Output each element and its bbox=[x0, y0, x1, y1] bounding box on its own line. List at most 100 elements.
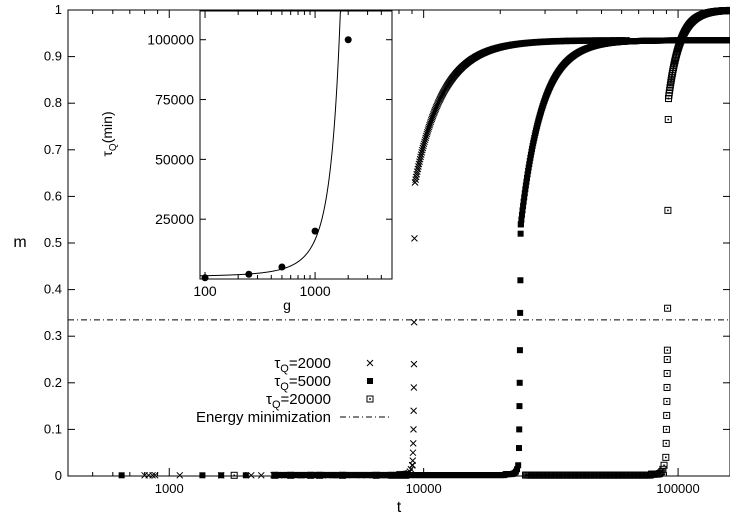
data-point bbox=[247, 471, 255, 479]
data-point bbox=[402, 471, 410, 479]
data-point-dot bbox=[666, 400, 668, 403]
y-axis-label: m bbox=[13, 234, 26, 251]
data-point bbox=[657, 469, 665, 477]
data-point bbox=[407, 465, 415, 473]
data-point bbox=[422, 134, 430, 142]
data-point bbox=[367, 378, 373, 384]
data-point-dot bbox=[666, 358, 669, 361]
data-point-dot bbox=[665, 442, 667, 445]
data-point bbox=[287, 471, 295, 479]
data-point-dot bbox=[671, 72, 674, 75]
inset-points-group bbox=[201, 36, 352, 282]
inset-y-tick-label: 50000 bbox=[155, 151, 194, 167]
y-tick-label: 0.5 bbox=[44, 235, 62, 250]
inset-point bbox=[311, 227, 319, 235]
series-3 bbox=[230, 6, 730, 479]
legend-label: τQ=2000 bbox=[274, 355, 331, 375]
data-point bbox=[663, 383, 671, 391]
inset-y-axis-label: τQ(min) bbox=[99, 111, 119, 156]
inset-point bbox=[278, 263, 286, 271]
data-point bbox=[524, 174, 531, 181]
data-point bbox=[517, 221, 524, 228]
inset-axis-ticks: 25000 50000 75000 100000 100 1000 bbox=[147, 11, 393, 299]
main-plot: 0 0.1 0.2 0.3 0.4 0.5 0.6 0.7 0.8 0.9 1 1000 10000 10… bbox=[13, 2, 730, 516]
inset-y-tick-label: 100000 bbox=[147, 32, 194, 48]
data-point bbox=[659, 465, 667, 473]
data-point bbox=[420, 140, 428, 148]
data-point-dot bbox=[670, 79, 672, 82]
data-point bbox=[516, 426, 523, 433]
data-point bbox=[412, 176, 419, 183]
data-point bbox=[514, 466, 521, 473]
inset-y-tick-label: 25000 bbox=[155, 211, 194, 227]
main-plot-frame bbox=[67, 9, 730, 477]
data-point bbox=[395, 471, 403, 479]
y-tick-label: 0.7 bbox=[44, 142, 62, 157]
data-point bbox=[413, 170, 421, 178]
legend-entry: Energy minimization bbox=[196, 409, 390, 426]
data-point-dot bbox=[375, 474, 377, 477]
data-point-dot bbox=[667, 209, 669, 212]
data-point bbox=[409, 449, 417, 457]
data-point bbox=[522, 186, 529, 193]
data-point bbox=[419, 144, 427, 152]
data-point-dot bbox=[666, 349, 669, 351]
x-axis-label: t bbox=[397, 499, 402, 516]
data-point-dot bbox=[677, 46, 680, 49]
data-point bbox=[526, 157, 533, 164]
svg-text:τQ(min): τQ(min) bbox=[99, 111, 119, 156]
data-point bbox=[662, 425, 670, 433]
data-point-dot bbox=[670, 77, 673, 79]
data-point bbox=[410, 426, 417, 433]
y-tick-label: 1 bbox=[55, 2, 62, 17]
y-tick-label: 0.3 bbox=[44, 328, 62, 343]
data-point bbox=[517, 309, 524, 316]
data-point bbox=[664, 206, 672, 214]
data-point bbox=[519, 207, 526, 214]
data-point bbox=[521, 194, 528, 201]
data-point bbox=[410, 407, 418, 415]
data-point bbox=[515, 445, 522, 452]
main-axis-ticks: 0 0.1 0.2 0.3 0.4 0.5 0.6 0.7 0.8 0.9 1 1000 10000 10… bbox=[44, 2, 730, 496]
data-point bbox=[516, 347, 523, 354]
data-point bbox=[372, 471, 380, 479]
data-point bbox=[230, 471, 238, 479]
data-point-dot bbox=[289, 474, 292, 477]
data-point bbox=[523, 178, 530, 185]
data-point-dot bbox=[662, 468, 664, 471]
data-point-dot bbox=[665, 414, 668, 417]
data-point bbox=[525, 167, 532, 174]
legend-label: τQ=20000 bbox=[266, 391, 331, 411]
data-point-dot bbox=[309, 474, 312, 477]
data-point bbox=[518, 211, 525, 218]
inset-point bbox=[201, 274, 209, 282]
data-point bbox=[527, 154, 534, 161]
data-point-dot bbox=[665, 428, 668, 431]
y-tick-label: 0.6 bbox=[44, 188, 62, 203]
data-point bbox=[421, 138, 428, 146]
data-point-dot bbox=[318, 474, 321, 477]
data-point bbox=[411, 234, 418, 242]
data-point bbox=[151, 471, 159, 479]
y-tick-label: 0 bbox=[55, 468, 62, 483]
data-point bbox=[218, 472, 225, 479]
data-point bbox=[421, 136, 429, 144]
data-point bbox=[176, 471, 184, 479]
data-point-dot bbox=[669, 84, 672, 86]
inset-plot-frame bbox=[199, 10, 393, 280]
data-point bbox=[413, 168, 421, 175]
data-point bbox=[422, 132, 430, 140]
inset-fit-line bbox=[199, 10, 342, 277]
data-point bbox=[522, 182, 529, 189]
data-point-dot bbox=[663, 464, 665, 467]
data-point-dot bbox=[233, 474, 235, 477]
data-point-dot bbox=[665, 456, 667, 459]
legend-entry: τQ=20000 bbox=[266, 391, 374, 411]
data-point bbox=[410, 360, 418, 368]
data-point bbox=[660, 461, 668, 469]
data-point-dot bbox=[666, 307, 669, 310]
data-point bbox=[664, 304, 672, 312]
data-point bbox=[521, 190, 528, 197]
data-point bbox=[410, 318, 418, 326]
